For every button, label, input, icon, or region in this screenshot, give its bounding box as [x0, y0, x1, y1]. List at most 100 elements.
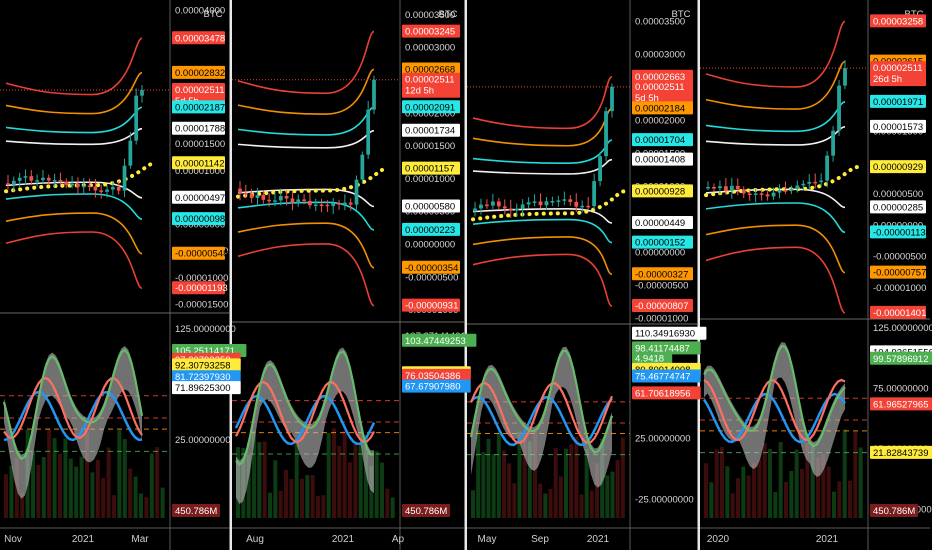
- candle-body: [238, 188, 242, 193]
- price-tag-label: 0.00000449: [635, 218, 685, 229]
- osc-tag: [632, 326, 707, 340]
- candle-body: [473, 208, 477, 212]
- osc-tag-label: 105.25114171: [175, 346, 235, 357]
- volume-bar: [268, 492, 272, 518]
- volume-bar: [31, 450, 35, 518]
- price-tag-label: 0.00001573: [873, 122, 923, 133]
- candle-body: [267, 199, 271, 202]
- volume-bar: [553, 448, 558, 518]
- midline-dots: [4, 161, 156, 194]
- deviation-band-line: [5, 72, 143, 115]
- volume-tag: [402, 504, 450, 517]
- candle-body: [843, 68, 847, 86]
- volume-bar: [714, 449, 719, 518]
- deviation-band-line: [472, 158, 613, 175]
- candle-body: [479, 204, 483, 209]
- signal-line-blue: [3, 390, 143, 442]
- date-axis-label: Mar: [131, 534, 149, 545]
- candle-body: [514, 208, 519, 211]
- volume-bar: [720, 447, 724, 518]
- price-tag: [870, 61, 926, 87]
- price-tag: [870, 225, 926, 239]
- volume-bar: [736, 478, 740, 518]
- price-tick-label: 0.00003500: [635, 17, 685, 28]
- price-tag: [172, 31, 225, 45]
- volume-bar: [569, 444, 574, 518]
- volume-bar: [789, 470, 794, 518]
- date-axis-label: Sep: [531, 534, 549, 545]
- candle-body: [29, 176, 34, 181]
- symbol-label: BTC: [439, 9, 458, 20]
- candle-body: [296, 199, 301, 204]
- volume-bar: [757, 459, 762, 518]
- volume-bar: [144, 497, 149, 518]
- price-tick-label: -0.00000500: [873, 252, 926, 263]
- price-tag-label: 0.00001157: [405, 164, 455, 175]
- volume-bar: [725, 466, 730, 518]
- deviation-band-line: [705, 246, 846, 314]
- volume-tag-label: 450.786M: [175, 506, 217, 517]
- oscillator-cloud: [4, 345, 142, 499]
- price-tag-label: 0.00001704: [635, 135, 685, 146]
- price-tick-label: 0.00003500: [405, 10, 455, 21]
- volume-bar: [348, 462, 352, 518]
- price-tag-label: 0.00000098: [175, 214, 225, 225]
- candle-body: [116, 186, 121, 191]
- candle-body: [249, 193, 254, 198]
- price-tag: [402, 24, 460, 38]
- price-tag: [870, 14, 926, 28]
- price-tag: [632, 101, 693, 115]
- volume-bar: [605, 475, 610, 518]
- price-tag-label: -0.00001193: [175, 283, 228, 294]
- volume-tag-label: 450.786M: [405, 506, 447, 517]
- deviation-band-line: [5, 181, 143, 199]
- candle-body: [556, 200, 561, 202]
- volume-bar: [842, 429, 847, 518]
- deviation-band-line: [472, 207, 613, 224]
- osc-tag: [870, 397, 932, 411]
- candle-body: [592, 181, 597, 207]
- osc-tag: [632, 369, 701, 383]
- volume-bar: [95, 459, 100, 518]
- candle-body: [111, 186, 115, 190]
- candle-body: [290, 198, 295, 204]
- date-axis-label: 2021: [332, 534, 355, 545]
- candle-body: [837, 85, 841, 131]
- candle-body: [729, 185, 734, 191]
- date-axis-label: 2021: [72, 534, 95, 545]
- symbol-label: BTC: [672, 9, 691, 20]
- price-tick-label: 0.00001500: [175, 139, 225, 150]
- osc-tag-label: 4.9418: [635, 354, 664, 365]
- volume-bar: [800, 469, 804, 518]
- candle-body: [712, 187, 716, 189]
- price-tick-label: 0.00003000: [405, 43, 455, 54]
- price-tick-label: 0.00002000: [405, 108, 455, 119]
- volume-bar: [284, 469, 288, 518]
- volume-bar: [584, 448, 589, 518]
- osc-tick-label: 125.00000000: [873, 323, 932, 334]
- volume-tag: [870, 504, 918, 517]
- price-tag: [870, 119, 926, 133]
- price-tag-label: 0.00002184: [635, 103, 685, 114]
- osc-tag-label: 76.03504386: [405, 371, 460, 382]
- price-tag: [402, 72, 460, 98]
- volume-bar: [262, 441, 267, 518]
- volume-bar: [853, 431, 858, 518]
- candle-body: [562, 199, 567, 201]
- candle-body: [825, 155, 830, 181]
- candle-body: [502, 206, 507, 209]
- price-tag: [632, 152, 693, 166]
- price-tick-label: 0.00000000: [405, 240, 455, 251]
- price-tag-label: 0.00000223: [405, 225, 455, 236]
- osc-tag: [172, 370, 241, 384]
- osc-tag: [870, 351, 932, 365]
- deviation-band-line: [5, 212, 143, 255]
- price-tag: [632, 184, 693, 198]
- volume-bar: [85, 432, 89, 518]
- volume-bar: [300, 478, 304, 518]
- candle-body: [261, 195, 266, 200]
- osc-tick-label: 25.00000000: [175, 435, 230, 446]
